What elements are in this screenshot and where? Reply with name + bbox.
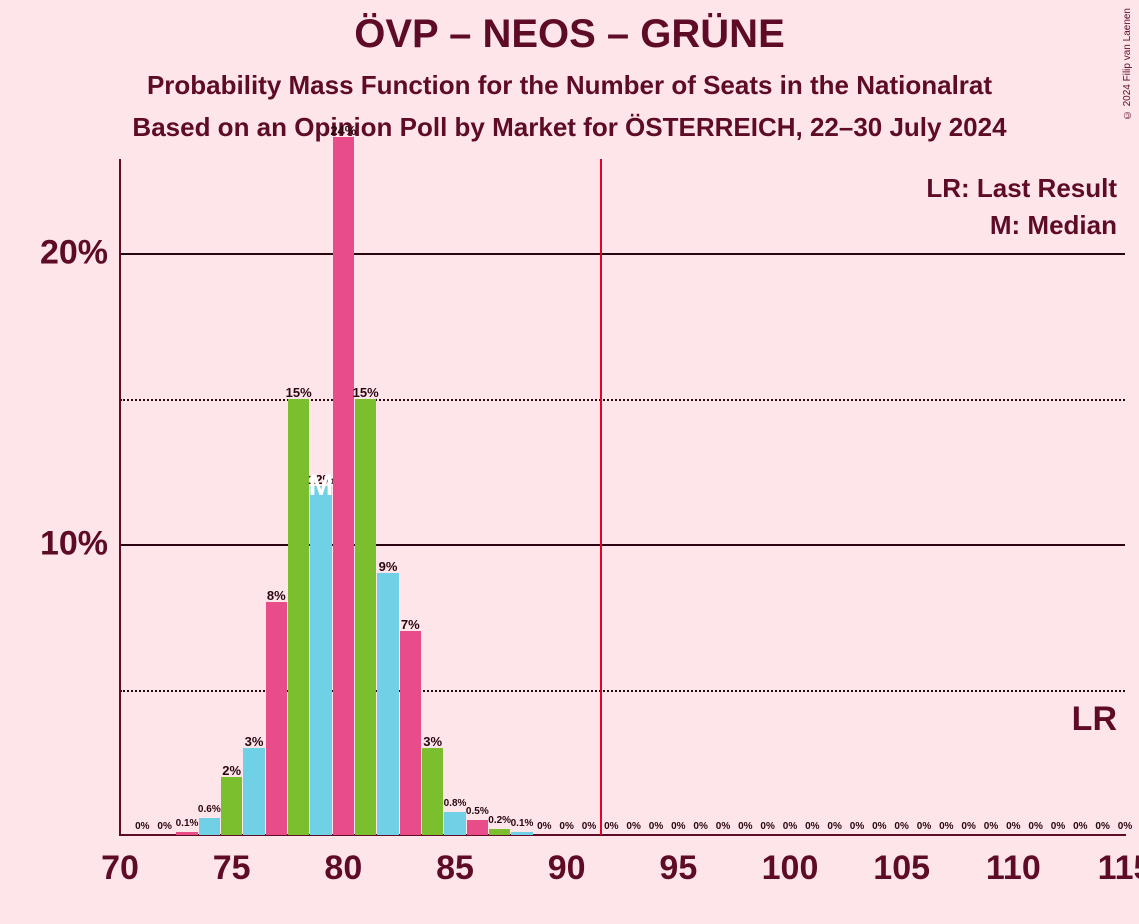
bar-label: 0% bbox=[738, 821, 752, 832]
x-axis-label: 75 bbox=[213, 835, 251, 888]
bar-label: 0% bbox=[894, 821, 908, 832]
x-axis-label: 100 bbox=[762, 835, 819, 888]
bar-label: 0% bbox=[626, 821, 640, 832]
bar-label: 0% bbox=[135, 821, 149, 832]
bar-label: 3% bbox=[423, 734, 442, 749]
legend-m: M: Median bbox=[926, 210, 1117, 241]
bar-label: 0% bbox=[760, 821, 774, 832]
bar bbox=[444, 812, 465, 835]
bar bbox=[243, 748, 264, 835]
bar-label: 0% bbox=[559, 821, 573, 832]
x-axis-label: 70 bbox=[101, 835, 139, 888]
bar-label: 0% bbox=[716, 821, 730, 832]
bar bbox=[355, 399, 376, 835]
legend: LR: Last Result M: Median bbox=[926, 173, 1117, 241]
bar bbox=[199, 818, 220, 835]
bar-label: 0% bbox=[827, 821, 841, 832]
bar-label: 2% bbox=[222, 763, 241, 778]
bar-label: 0% bbox=[1118, 821, 1132, 832]
bar-label: 12% bbox=[308, 472, 334, 487]
bar-label: 0% bbox=[582, 821, 596, 832]
bar-label: 0% bbox=[693, 821, 707, 832]
bar-label: 0% bbox=[1051, 821, 1065, 832]
chart-subtitle-2: Based on an Opinion Poll by Market for Ö… bbox=[0, 112, 1139, 143]
bar-label: 7% bbox=[401, 617, 420, 632]
bar bbox=[266, 602, 287, 835]
bar bbox=[221, 777, 242, 835]
x-axis-label: 80 bbox=[324, 835, 362, 888]
bar bbox=[333, 137, 354, 835]
gridline bbox=[120, 544, 1125, 546]
y-axis bbox=[119, 159, 121, 835]
bar-label: 0% bbox=[783, 821, 797, 832]
bar-label: 0% bbox=[671, 821, 685, 832]
x-axis-label: 85 bbox=[436, 835, 474, 888]
lr-label: LR bbox=[1072, 700, 1117, 739]
bar bbox=[467, 820, 488, 835]
x-axis-label: 105 bbox=[873, 835, 930, 888]
bar-label: 0.6% bbox=[198, 804, 221, 815]
gridline bbox=[120, 399, 1125, 401]
bar-label: 24% bbox=[330, 123, 356, 138]
bar-label: 3% bbox=[245, 734, 264, 749]
bar bbox=[400, 631, 421, 835]
plot-area: 10%20%7075808590951001051101150%0%0.1%0.… bbox=[120, 195, 1125, 835]
bar-label: 0% bbox=[1073, 821, 1087, 832]
bar-label: 0% bbox=[157, 821, 171, 832]
bar-label: 0.8% bbox=[444, 798, 467, 809]
bar-label: 0% bbox=[850, 821, 864, 832]
x-axis-label: 115 bbox=[1098, 835, 1139, 888]
bar bbox=[310, 486, 331, 835]
chart-container: © 2024 Filip van Laenen ÖVP – NEOS – GRÜ… bbox=[0, 0, 1139, 924]
bar-label: 15% bbox=[353, 385, 379, 400]
legend-lr: LR: Last Result bbox=[926, 173, 1117, 204]
bar bbox=[422, 748, 443, 835]
chart-title: ÖVP – NEOS – GRÜNE bbox=[0, 12, 1139, 57]
x-axis-label: 110 bbox=[986, 835, 1041, 888]
bar-label: 0.1% bbox=[176, 818, 199, 829]
bar-label: 0% bbox=[537, 821, 551, 832]
chart-subtitle-1: Probability Mass Function for the Number… bbox=[0, 70, 1139, 101]
bar-label: 0.2% bbox=[488, 815, 511, 826]
bar-label: 0.1% bbox=[511, 818, 534, 829]
bar-label: 0% bbox=[649, 821, 663, 832]
bar-label: 0% bbox=[872, 821, 886, 832]
y-axis-label: 10% bbox=[40, 525, 120, 564]
bar-label: 0.5% bbox=[466, 806, 489, 817]
x-axis-label: 95 bbox=[659, 835, 697, 888]
bar-label: 0% bbox=[917, 821, 931, 832]
bar bbox=[377, 573, 398, 835]
bar-label: 0% bbox=[1006, 821, 1020, 832]
bar-label: 9% bbox=[379, 559, 398, 574]
bar-label: 0% bbox=[984, 821, 998, 832]
bar-label: 0% bbox=[1095, 821, 1109, 832]
bar-label: 0% bbox=[604, 821, 618, 832]
bar-label: 0% bbox=[1028, 821, 1042, 832]
bar bbox=[176, 832, 197, 835]
y-axis-label: 20% bbox=[40, 234, 120, 273]
bar-label: 0% bbox=[939, 821, 953, 832]
bar-label: 0% bbox=[805, 821, 819, 832]
x-axis-label: 90 bbox=[548, 835, 586, 888]
bar-label: 0% bbox=[961, 821, 975, 832]
bar bbox=[511, 832, 532, 835]
bar bbox=[288, 399, 309, 835]
bar-label: 15% bbox=[286, 385, 312, 400]
reference-line bbox=[600, 159, 602, 835]
gridline bbox=[120, 253, 1125, 255]
bar-label: 8% bbox=[267, 588, 286, 603]
bar bbox=[489, 829, 510, 835]
